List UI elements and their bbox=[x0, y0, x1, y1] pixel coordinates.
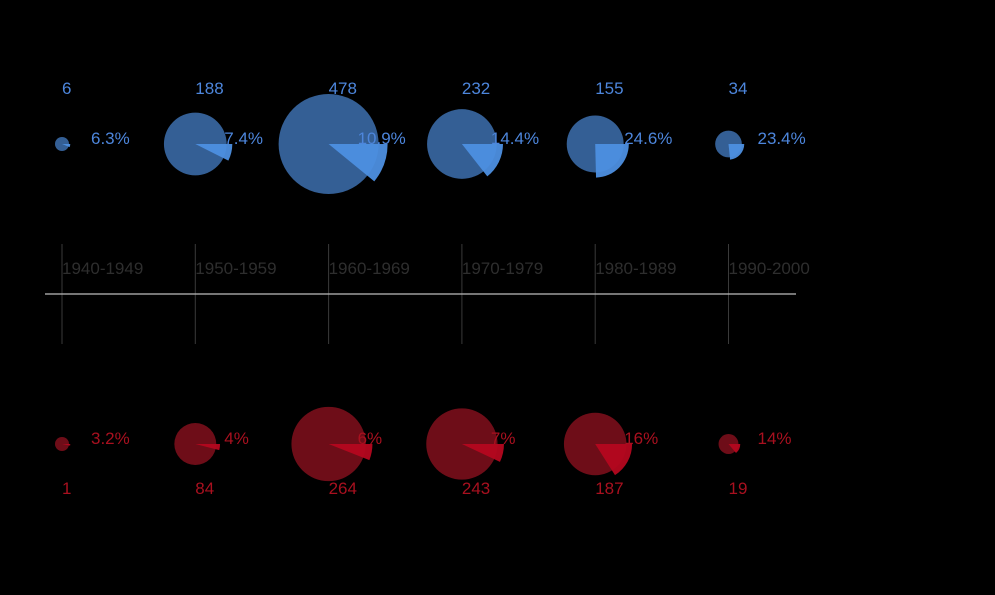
bottom-percent-label-1940-1949: 3.2% bbox=[91, 429, 130, 448]
top-percent-label-1950-1959: 7.4% bbox=[224, 129, 263, 148]
bottom-percent-label-1950-1959: 4% bbox=[224, 429, 249, 448]
top-count-label-1970-1979: 232 bbox=[462, 79, 490, 98]
top-wedge-1940-1949 bbox=[62, 144, 71, 148]
bottom-wedge-1960-1969 bbox=[328, 444, 373, 461]
top-percent-label-1980-1989: 24.6% bbox=[624, 129, 672, 148]
decade-label-1960-1969: 1960-1969 bbox=[329, 259, 410, 278]
bottom-count-label-1960-1969: 264 bbox=[329, 479, 357, 498]
decade-label-1970-1979: 1970-1979 bbox=[462, 259, 543, 278]
top-count-label-1990-2000: 34 bbox=[729, 79, 748, 98]
bottom-wedge-1970-1979 bbox=[461, 444, 504, 462]
decade-labels: 1940-1949 1950-1959 1960-1969 1970-1979 1980… bbox=[62, 259, 810, 278]
decade-label-1990-2000: 1990-2000 bbox=[729, 259, 810, 278]
top-count-label-1960-1969: 478 bbox=[329, 79, 357, 98]
top-wedge-1990-2000 bbox=[728, 144, 745, 160]
top-wedge-1980-1989 bbox=[595, 144, 629, 178]
bottom-count-label-1950-1959: 84 bbox=[195, 479, 214, 498]
decade-label-1950-1959: 1950-1959 bbox=[195, 259, 276, 278]
top-wedge-1950-1959 bbox=[195, 144, 233, 161]
bottom-count-label-1980-1989: 187 bbox=[595, 479, 623, 498]
bottom-count-label-1940-1949: 1 bbox=[62, 479, 71, 498]
top-count-label-1950-1959: 188 bbox=[195, 79, 223, 98]
decade-label-1980-1989: 1980-1989 bbox=[595, 259, 676, 278]
bottom-percent-label-1970-1979: 7% bbox=[491, 429, 516, 448]
top-percent-label-1990-2000: 23.4% bbox=[758, 129, 806, 148]
bottom-wedge-1950-1959 bbox=[195, 444, 221, 451]
bottom-wedge-1940-1949 bbox=[62, 444, 71, 446]
top-count-label-1940-1949: 6 bbox=[62, 79, 71, 98]
bottom-percent-label-1980-1989: 16% bbox=[624, 429, 658, 448]
bottom-wedge-1990-2000 bbox=[728, 444, 741, 454]
top-wedge-1970-1979 bbox=[461, 144, 504, 177]
bottom-percent-label-1990-2000: 14% bbox=[758, 429, 792, 448]
bottom-count-label-1990-2000: 19 bbox=[729, 479, 748, 498]
top-percent-label-1960-1969: 10.9% bbox=[358, 129, 406, 148]
top-count-label-1980-1989: 155 bbox=[595, 79, 623, 98]
bottom-percent-label-1960-1969: 6% bbox=[358, 429, 383, 448]
bottom-bubble-1950-1959 bbox=[174, 423, 217, 465]
top-percent-label-1970-1979: 14.4% bbox=[491, 129, 539, 148]
bottom-wedge-1980-1989 bbox=[595, 444, 633, 476]
top-percent-label-1940-1949: 6.3% bbox=[91, 129, 130, 148]
bottom-count-label-1970-1979: 243 bbox=[462, 479, 490, 498]
decade-label-1940-1949: 1940-1949 bbox=[62, 259, 143, 278]
top-series: 6.3% 6 7.4% 188 10.9% 478 14.4% 232 24.6% 155 23.4… bbox=[55, 79, 806, 194]
top-wedge-1960-1969 bbox=[328, 144, 388, 182]
